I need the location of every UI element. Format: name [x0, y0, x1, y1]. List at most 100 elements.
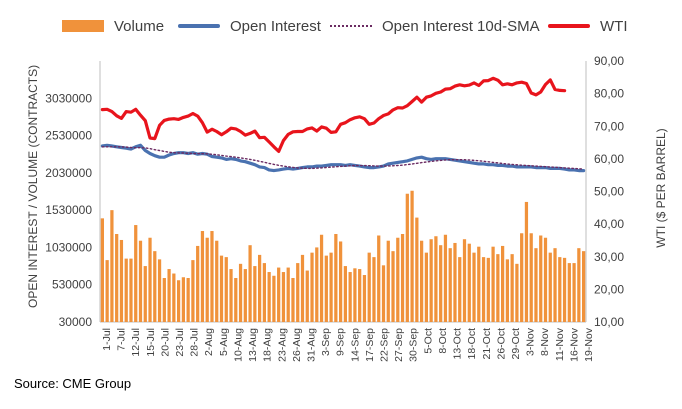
volume-bar — [524, 201, 529, 322]
y-tick-label-right: 60,00 — [594, 152, 624, 166]
volume-bar — [567, 263, 571, 322]
x-tick-label: 27-Sep — [393, 328, 405, 362]
y-tick-label-left: 1030000 — [45, 240, 92, 254]
volume-bar — [500, 245, 505, 322]
volume-bar — [372, 257, 376, 322]
x-tick-label: 14-Sep — [349, 328, 361, 362]
volume-bar — [448, 248, 452, 322]
x-tick-label: 10-Aug — [233, 328, 245, 362]
volume-bar — [119, 239, 124, 322]
x-tick-label: 26-Oct — [495, 328, 507, 360]
volume-bar — [510, 254, 514, 322]
volume-bar — [539, 235, 543, 322]
volume-bar — [434, 236, 438, 322]
x-tick-label: 13-Oct — [452, 328, 464, 360]
x-tick-label: 18-Aug — [262, 328, 274, 362]
legend-swatch-open-interest — [178, 24, 220, 28]
volume-bar — [253, 266, 257, 322]
volume-bar — [548, 252, 552, 322]
x-tick-label: 7-Jul — [116, 328, 128, 351]
volume-bar — [115, 234, 119, 322]
volume-bar — [219, 255, 224, 322]
volume-bar — [319, 234, 324, 322]
volume-bar — [577, 248, 581, 322]
open-interest-line — [100, 143, 586, 173]
volume-bar — [424, 252, 429, 322]
x-tick-label: 1-Jul — [101, 328, 113, 351]
y-tick-label-left: 2530000 — [45, 129, 92, 143]
volume-bar — [367, 252, 371, 322]
volume-bar — [200, 231, 205, 322]
legend-item-volume: Volume — [62, 12, 164, 40]
x-tick-label: 21-Oct — [481, 328, 493, 360]
volume-bar — [186, 278, 190, 322]
y-tick-label-right: 70,00 — [594, 119, 624, 133]
x-tick-label: 8-Nov — [539, 327, 551, 356]
volume-bar — [581, 251, 586, 322]
volume-bar — [110, 210, 114, 322]
volume-bar — [439, 245, 443, 322]
volume-bar — [324, 255, 328, 322]
volume-bar — [262, 263, 267, 322]
source-note: Source: CME Group — [14, 376, 132, 391]
volume-bar — [162, 278, 166, 322]
volume-bar — [410, 190, 414, 322]
legend-item-open-interest: Open Interest — [178, 12, 321, 40]
volume-bar — [338, 241, 343, 322]
legend-label-volume: Volume — [114, 17, 165, 35]
volume-bar — [305, 270, 309, 322]
volume-bar — [505, 259, 510, 322]
legend-swatch-volume — [62, 20, 104, 32]
volume-bar — [286, 267, 290, 322]
volume-bar — [157, 259, 162, 322]
x-tick-label: 20-Jul — [159, 328, 171, 357]
volume-bar — [458, 257, 462, 322]
x-tick-label: 29-Oct — [510, 328, 522, 360]
volume-bar — [296, 263, 300, 322]
volume-bar — [143, 266, 147, 322]
volume-bar — [543, 237, 548, 322]
volume-bar — [181, 277, 186, 322]
volume-bar — [210, 231, 214, 322]
legend-label-open-interest: Open Interest — [230, 17, 321, 35]
legend-item-wti: WTI — [548, 12, 628, 40]
x-tick-label: 22-Sep — [379, 328, 391, 362]
volume-bar — [224, 257, 228, 322]
oi-sma-line — [101, 146, 585, 170]
volume-bar — [562, 257, 567, 322]
volume-bar — [491, 246, 495, 322]
x-tick-label: 2-Aug — [203, 328, 215, 356]
volume-bar — [148, 237, 152, 322]
volume-bar — [381, 265, 386, 322]
y-tick-label-left: 1530000 — [45, 203, 92, 217]
x-tick-label: 28-Jul — [189, 328, 201, 357]
volume-bar — [281, 272, 286, 322]
volume-bar — [472, 252, 476, 322]
volume-bar — [334, 234, 338, 322]
volume-bar — [272, 275, 276, 322]
y-tick-label-right: 40,00 — [594, 217, 624, 231]
legend-swatch-oi-sma — [330, 25, 372, 27]
volume-bar — [310, 252, 314, 322]
y-tick-label-left: 2030000 — [45, 166, 92, 180]
x-tick-label: 15-Jul — [145, 328, 157, 357]
y-tick-label-right: 20,00 — [594, 282, 624, 296]
x-tick-label: 26-Aug — [291, 328, 303, 362]
volume-bar — [134, 225, 138, 322]
volume-bar — [277, 267, 281, 322]
volume-bar — [205, 237, 209, 322]
volume-bar — [486, 257, 490, 322]
volume-bar — [520, 233, 524, 322]
x-tick-label: 8-Oct — [437, 328, 449, 354]
x-tick-label: 17-Sep — [364, 328, 376, 362]
volume-bar — [191, 260, 195, 322]
volume-bar — [400, 234, 405, 322]
legend: Volume Open Interest Open Interest 10d-S… — [0, 12, 682, 40]
volume-bar — [396, 237, 400, 322]
volume-bar — [234, 278, 238, 322]
volume-bar — [467, 243, 471, 322]
x-tick-label: 3-Nov — [525, 327, 537, 356]
volume-bar — [534, 248, 538, 322]
